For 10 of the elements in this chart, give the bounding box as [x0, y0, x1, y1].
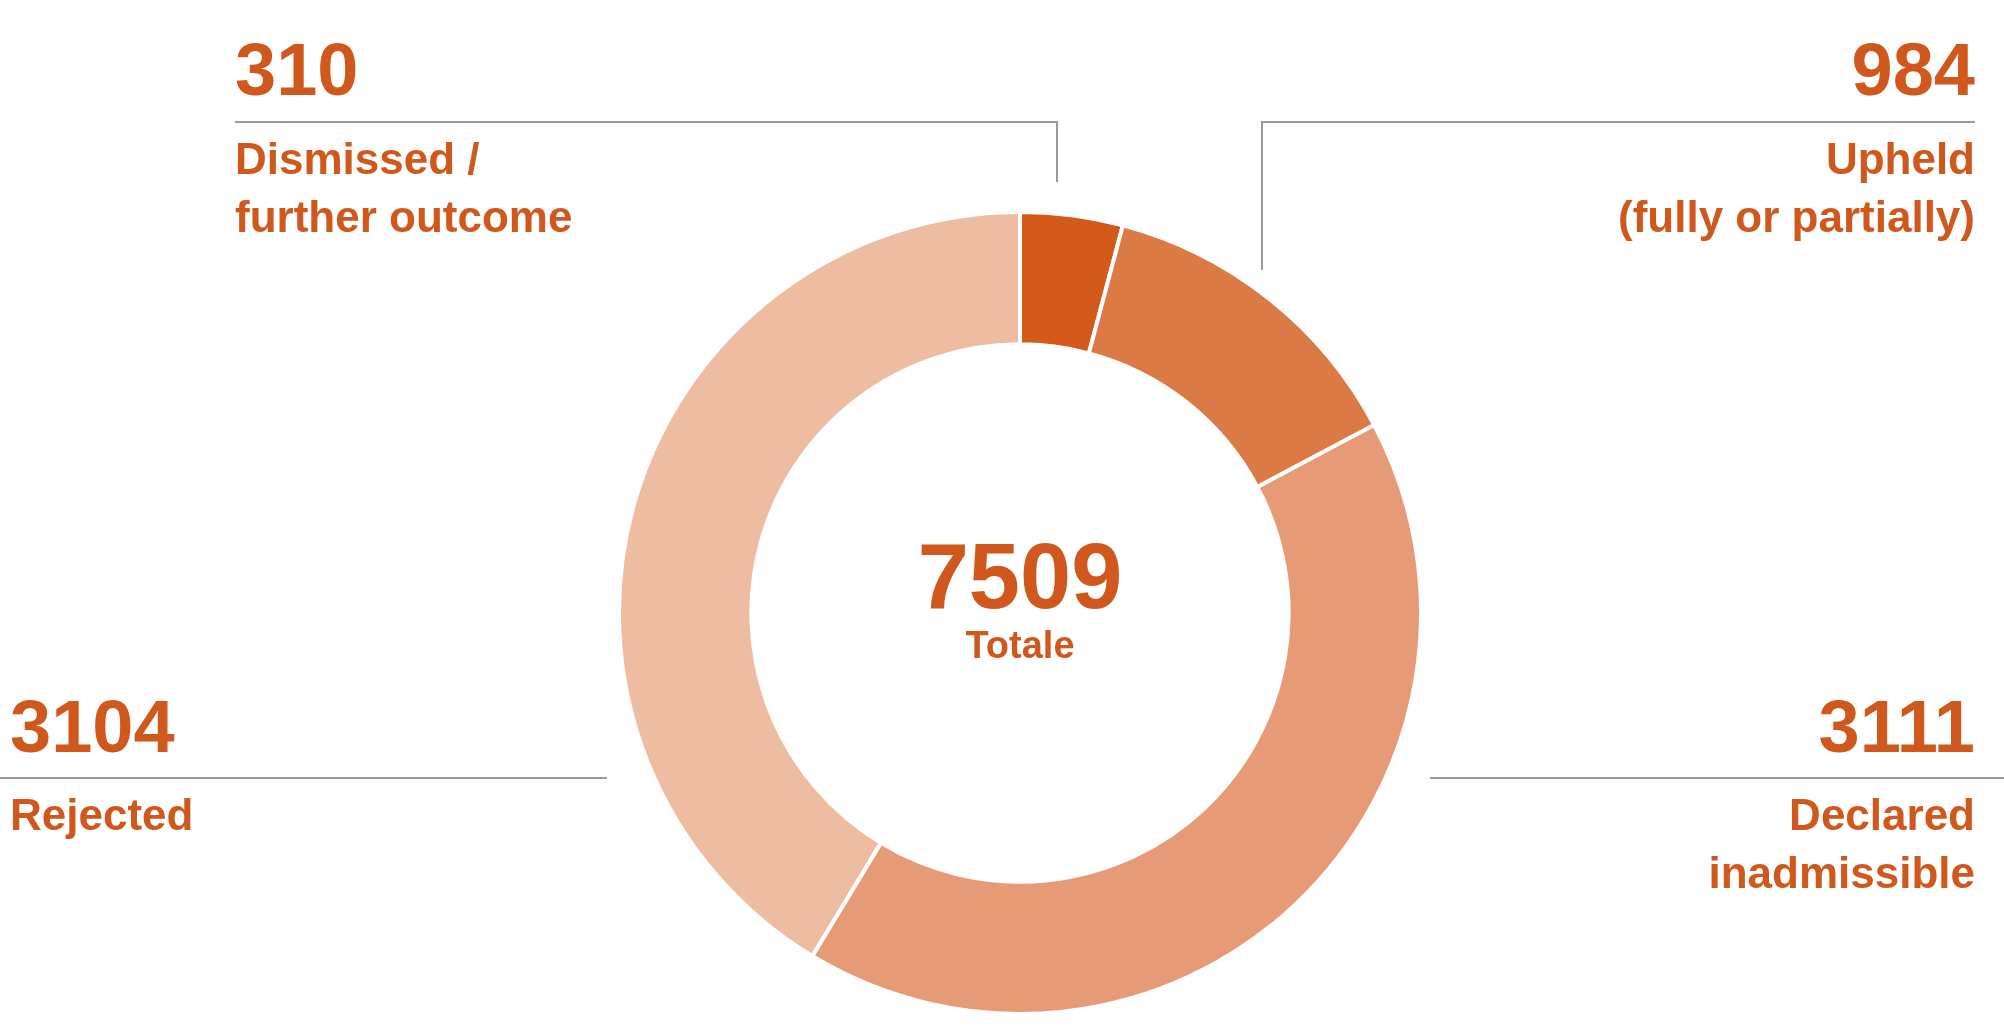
slice-label: Declared inadmissible	[1708, 790, 1975, 897]
slice-label: Rejected	[10, 790, 194, 839]
data-label: 984	[1851, 28, 1975, 111]
text: Totale	[965, 624, 1075, 666]
text: 7509	[917, 525, 1123, 627]
slice-label: Dismissed / further outcome	[235, 134, 573, 241]
data-label: 3104	[10, 685, 175, 768]
slice-label: Upheld (fully or partially)	[1618, 134, 1975, 241]
data-label: 3111	[1818, 685, 1975, 768]
data-label: 310	[235, 28, 359, 111]
